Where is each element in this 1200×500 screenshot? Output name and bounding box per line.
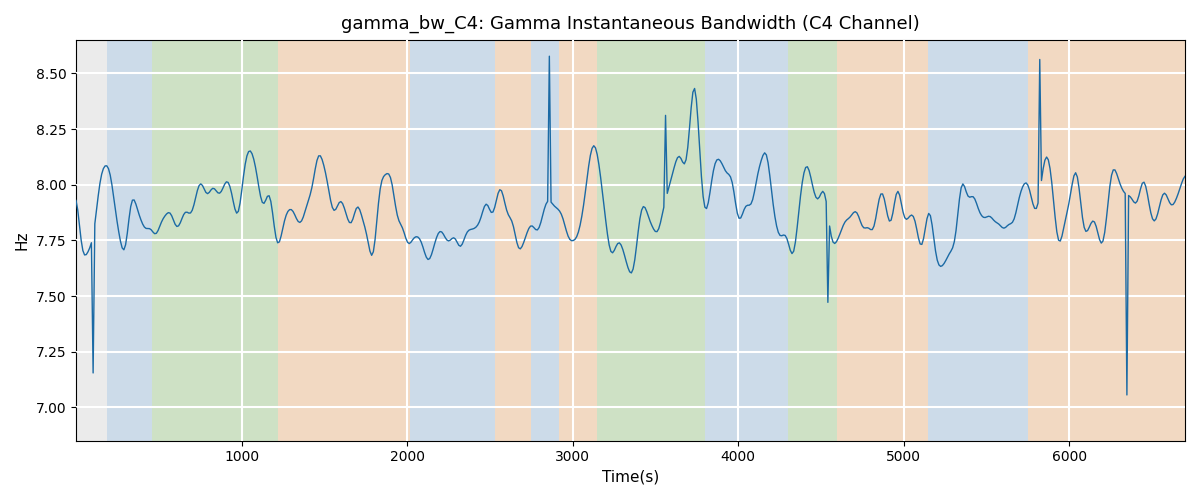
Bar [598,40,704,440]
Bar [532,40,559,440]
Title: gamma_bw_C4: Gamma Instantaneous Bandwidth (C4 Channel): gamma_bw_C4: Gamma Instantaneous Bandwid… [341,15,920,34]
Bar [559,40,598,440]
Bar [494,40,532,440]
Y-axis label: Hz: Hz [14,230,30,250]
Bar [704,40,787,440]
Bar [410,40,494,440]
Bar [152,40,278,440]
Bar [787,40,838,440]
X-axis label: Time(s): Time(s) [602,470,659,485]
Bar [278,40,410,440]
Bar [108,40,152,440]
Bar [929,40,1027,440]
Bar [838,40,929,440]
Bar [1027,40,1186,440]
